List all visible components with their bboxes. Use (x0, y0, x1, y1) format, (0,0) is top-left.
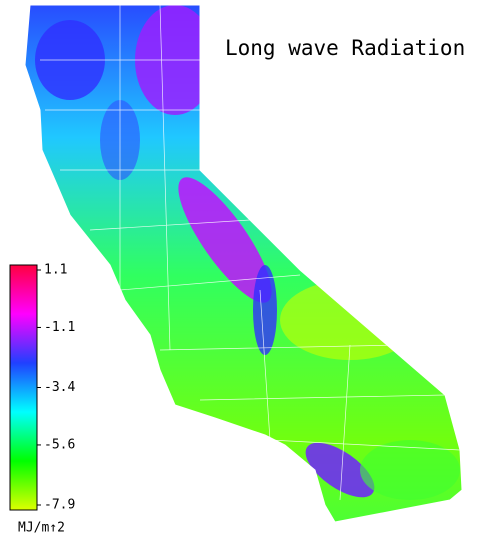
colorbar-tick-label: 1.1 (44, 263, 67, 278)
colorbar-tick-label: -3.4 (44, 380, 75, 395)
colorbar-tick-label: -5.6 (44, 437, 75, 452)
colorbar-tick-label: -1.1 (44, 320, 75, 335)
state-border (24, 4, 463, 523)
colorbar-unit: MJ/m↑2 (18, 521, 65, 536)
county-lines (40, 4, 461, 501)
colorbar (9, 264, 38, 511)
map-title: Long wave Radiation (225, 36, 465, 60)
colorbar-tick-label: -7.9 (44, 498, 75, 513)
